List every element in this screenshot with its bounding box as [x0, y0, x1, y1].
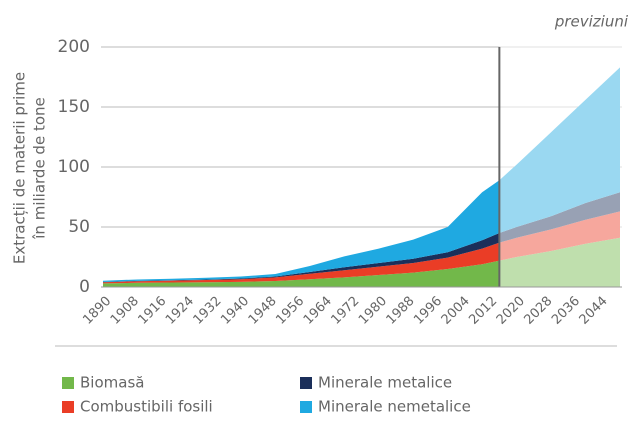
legend-label: Minerale nemetalice	[318, 398, 471, 416]
x-tick-label: 1908	[108, 294, 142, 328]
y-tick-label: 200	[58, 37, 90, 57]
x-tick-label: 1964	[301, 294, 335, 328]
y-axis-label: în miliarde de tone	[31, 97, 49, 239]
x-tick-label: 1916	[135, 294, 169, 328]
legend-label: Minerale metalice	[318, 374, 452, 392]
x-tick-label: 1932	[191, 294, 225, 328]
area	[103, 67, 620, 282]
annotation: previziuni	[554, 13, 629, 31]
y-tick-label: 100	[58, 157, 90, 177]
legend-swatch	[62, 377, 74, 389]
x-tick-label: 1890	[80, 294, 114, 328]
x-tick-label: 2004	[439, 294, 473, 328]
x-tick-label: 1972	[328, 294, 362, 328]
x-tick-label: 1956	[273, 294, 307, 328]
x-tick-label: 1988	[384, 294, 418, 328]
legend-label: Biomasă	[80, 374, 144, 392]
y-axis-label: Extracții de materii prime	[11, 72, 29, 264]
y-tick-label: 50	[68, 217, 90, 237]
legend-label: Combustibili fosili	[80, 398, 213, 416]
x-tick-label: 2036	[549, 294, 583, 328]
legend-swatch	[300, 377, 312, 389]
y-tick-label: 150	[58, 97, 90, 117]
area	[103, 237, 620, 287]
x-tick-label: 1980	[356, 294, 390, 328]
x-tick-label: 2020	[494, 294, 528, 328]
legend-swatch	[62, 401, 74, 413]
y-tick-label: 0	[79, 277, 90, 297]
x-tick-label: 2012	[466, 294, 500, 328]
x-tick-label: 1996	[411, 294, 445, 328]
x-tick-label: 1940	[218, 294, 252, 328]
forecast-shade	[499, 37, 622, 287]
x-tick-label: 2044	[577, 294, 611, 328]
x-tick-label: 1948	[246, 294, 280, 328]
x-tick-label: 2028	[521, 294, 555, 328]
x-tick-label: 1924	[163, 294, 197, 328]
legend-swatch	[300, 401, 312, 413]
